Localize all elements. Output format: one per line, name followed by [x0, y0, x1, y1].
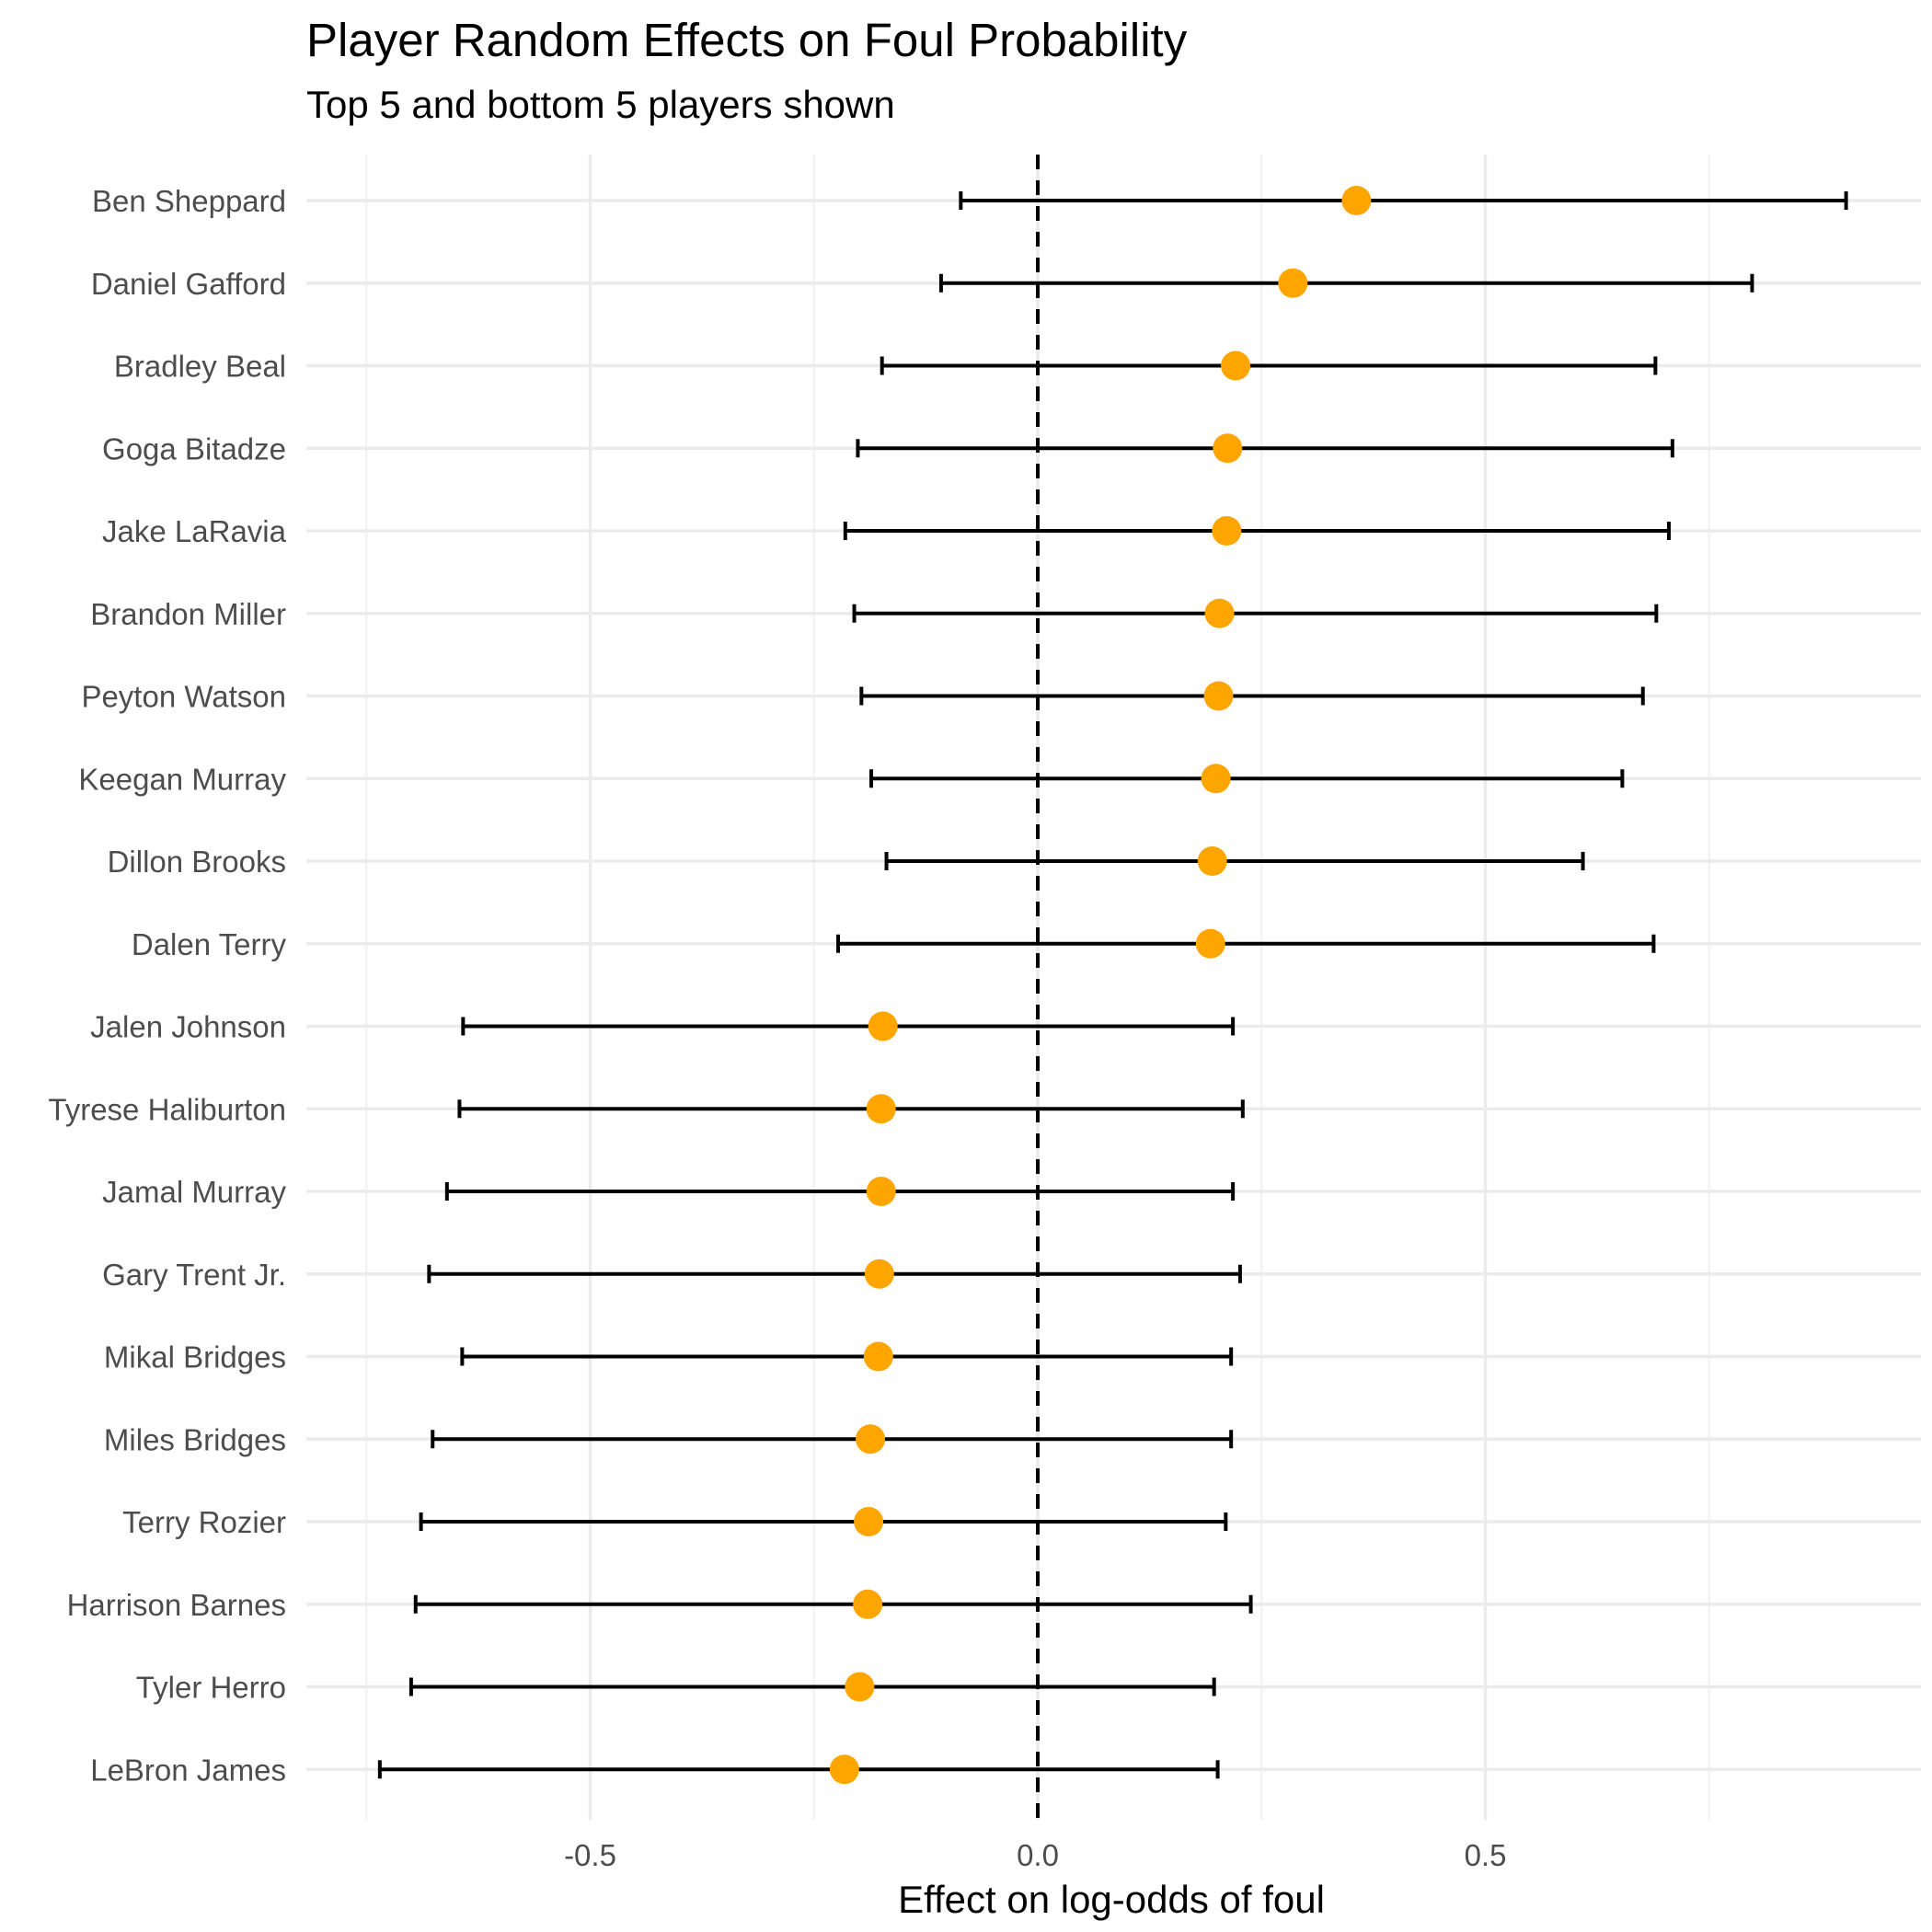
chart-subtitle: Top 5 and bottom 5 players shown	[306, 83, 895, 126]
errorbar	[959, 191, 1848, 210]
estimate-point	[1203, 681, 1234, 711]
grid-minor-lines	[365, 155, 1710, 1820]
estimate-points	[829, 186, 1372, 1785]
errorbar	[869, 769, 1625, 788]
y-tick-label: Terry Rozier	[122, 1505, 286, 1539]
x-tick-label: 0.5	[1465, 1838, 1507, 1872]
y-tick-label: Jalen Johnson	[90, 1010, 286, 1044]
errorbar	[856, 439, 1674, 458]
estimate-point	[1278, 268, 1308, 298]
errorbar	[884, 852, 1585, 870]
estimate-point	[853, 1589, 883, 1619]
estimate-point	[868, 1011, 898, 1041]
estimate-point	[1201, 764, 1231, 794]
estimate-point	[1213, 433, 1243, 464]
y-tick-label: Peyton Watson	[81, 680, 286, 714]
estimate-point	[1195, 928, 1225, 959]
estimate-point	[864, 1259, 894, 1289]
estimate-point	[845, 1672, 875, 1702]
y-tick-label: Tyrese Haliburton	[48, 1092, 286, 1126]
errorbar	[377, 1760, 1220, 1779]
errorbar	[460, 1347, 1234, 1366]
estimate-point	[866, 1177, 896, 1206]
estimate-point	[1221, 351, 1251, 381]
x-tick-label: 0.0	[1017, 1838, 1059, 1872]
estimate-point	[856, 1424, 886, 1455]
estimate-point	[863, 1341, 893, 1372]
errorbar	[859, 686, 1645, 706]
y-tick-label: Mikal Bridges	[104, 1340, 286, 1374]
y-tick-label: Ben Sheppard	[92, 184, 286, 218]
errorbar	[413, 1594, 1253, 1614]
x-axis-tick-labels: -0.5 0.0 0.5	[564, 1838, 1506, 1872]
errorbar	[427, 1264, 1242, 1283]
errorbar	[408, 1677, 1216, 1696]
estimate-point	[1204, 598, 1235, 628]
y-tick-label: Miles Bridges	[104, 1422, 286, 1456]
errorbar	[461, 1017, 1236, 1036]
y-axis-tick-labels: Ben Sheppard Daniel Gafford Bradley Beal Go…	[48, 184, 286, 1787]
estimate-point	[1197, 846, 1227, 876]
errorbar	[419, 1512, 1228, 1531]
y-tick-label: LeBron James	[90, 1753, 286, 1787]
y-tick-label: Daniel Gafford	[91, 267, 286, 301]
errorbar	[431, 1430, 1234, 1449]
errorbar	[938, 273, 1754, 293]
chart-title: Player Random Effects on Foul Probabilit…	[306, 14, 1188, 66]
estimate-point	[829, 1754, 859, 1785]
estimate-point	[1212, 516, 1242, 546]
errorbar	[880, 356, 1658, 375]
y-tick-label: Keegan Murray	[78, 762, 286, 796]
y-tick-label: Jamal Murray	[102, 1175, 286, 1209]
estimate-point	[854, 1507, 884, 1536]
y-tick-label: Dillon Brooks	[108, 845, 286, 879]
y-tick-label: Harrison Barnes	[67, 1588, 286, 1622]
error-bars	[377, 191, 1848, 1779]
grid-major-lines	[306, 155, 1921, 1820]
errorbar	[457, 1099, 1245, 1119]
y-tick-label: Bradley Beal	[114, 350, 286, 384]
errorbar	[843, 522, 1671, 540]
errorbar	[836, 934, 1656, 953]
y-tick-label: Brandon Miller	[90, 597, 286, 631]
y-tick-label: Goga Bitadze	[102, 431, 286, 466]
y-tick-label: Tyler Herro	[136, 1671, 286, 1705]
y-tick-label: Gary Trent Jr.	[102, 1258, 286, 1292]
errorbar	[852, 604, 1659, 623]
errorbar	[444, 1182, 1236, 1201]
y-tick-label: Jake LaRavia	[102, 514, 287, 548]
x-tick-label: -0.5	[564, 1838, 616, 1872]
x-axis-title: Effect on log-odds of foul	[898, 1878, 1325, 1921]
y-tick-label: Dalen Terry	[132, 927, 287, 961]
estimate-point	[1341, 186, 1372, 215]
estimate-point	[866, 1094, 896, 1124]
